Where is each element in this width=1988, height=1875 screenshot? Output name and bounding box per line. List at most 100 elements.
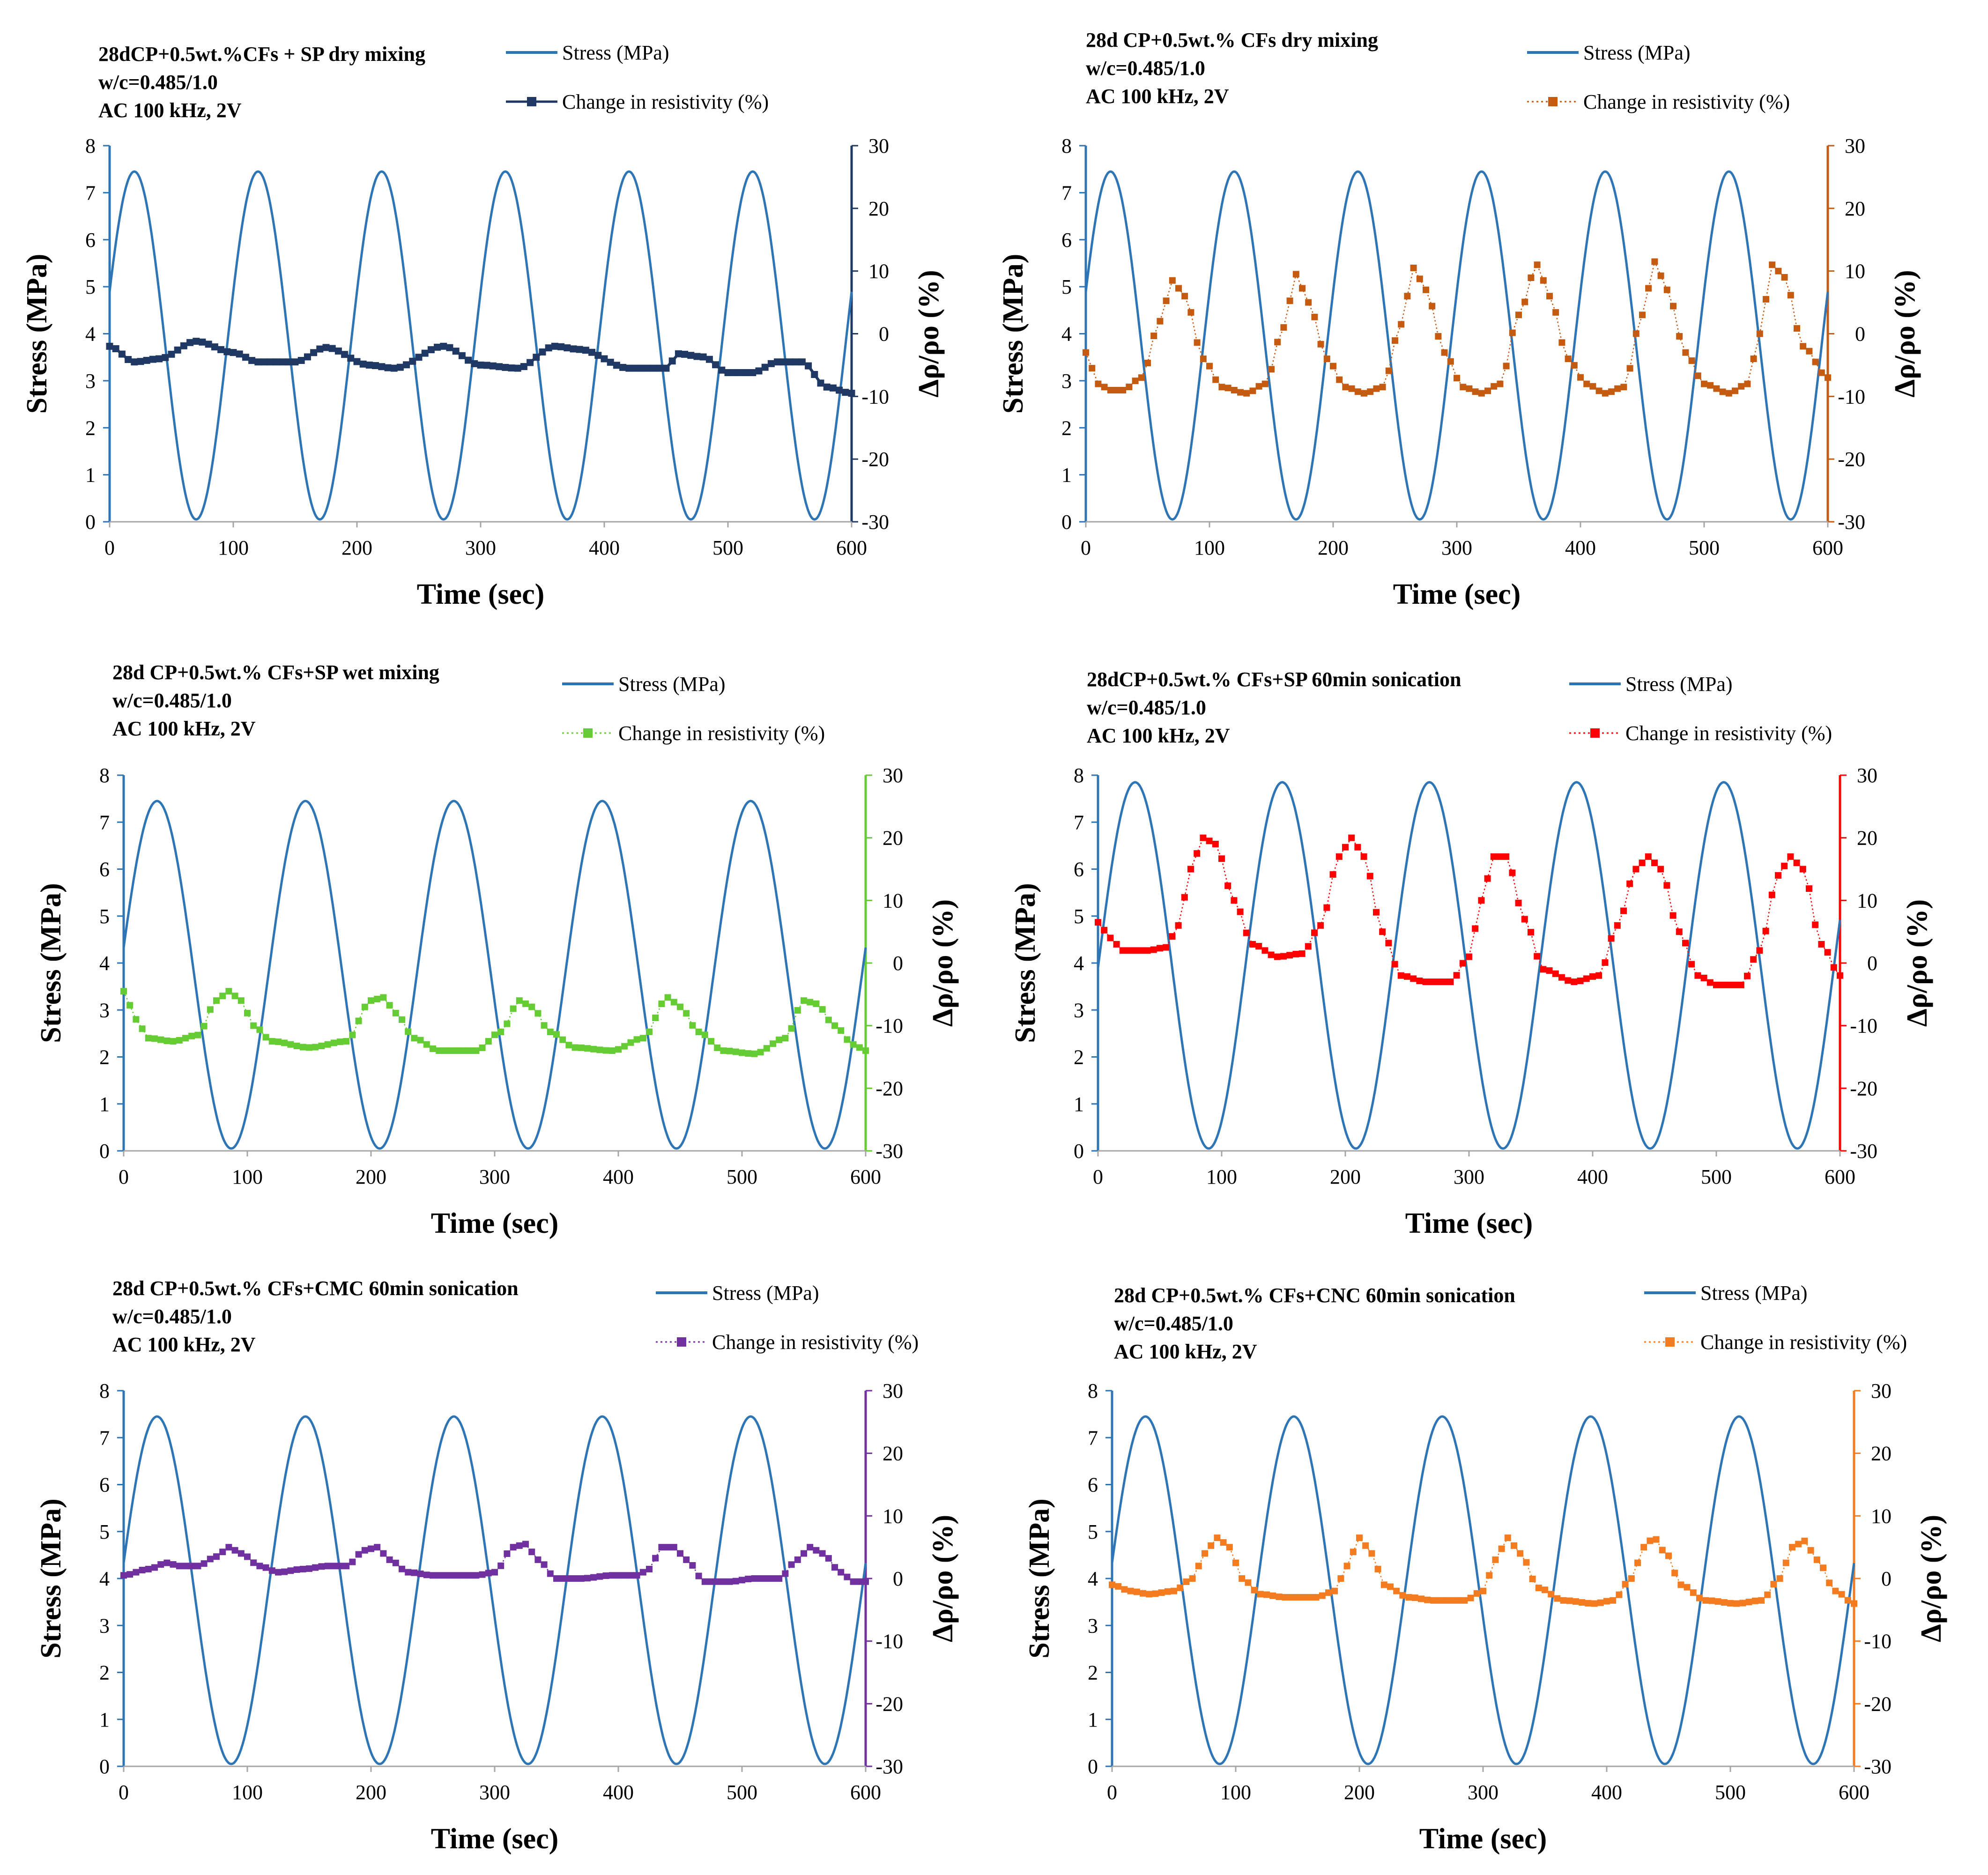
resistivity-point [1239, 1575, 1246, 1582]
resistivity-point [396, 363, 404, 371]
resistivity-point [497, 1562, 504, 1569]
resistivity-point [1739, 1600, 1746, 1607]
resistivity-point [1614, 385, 1621, 392]
resistivity-point [1807, 1547, 1814, 1554]
resistivity-point [1113, 941, 1120, 948]
resistivity-point [1677, 1581, 1684, 1588]
resistivity-point [1540, 966, 1547, 973]
y-tick-label: 8 [1088, 1379, 1098, 1402]
resistivity-point [819, 1006, 826, 1013]
resistivity-point [1565, 977, 1572, 984]
resistivity-point [281, 1568, 288, 1575]
resistivity-point [151, 1035, 158, 1042]
resistivity-point [571, 1575, 579, 1582]
resistivity-point [813, 1547, 820, 1554]
resistivity-point [1497, 380, 1504, 387]
resistivity-point [1214, 1534, 1221, 1542]
resistivity-point [788, 1561, 795, 1568]
resistivity-point [250, 1022, 257, 1029]
resistivity-point [491, 1569, 498, 1576]
resistivity-point [368, 997, 374, 1004]
resistivity-point [1721, 1599, 1728, 1606]
resistivity-point [126, 1002, 134, 1009]
resistivity-point [1306, 1594, 1313, 1601]
resistivity-point [1224, 882, 1231, 889]
resistivity-point [670, 1544, 677, 1551]
resistivity-point [1478, 897, 1485, 904]
legend-resistivity-label: Change in resistivity (%) [1583, 90, 1790, 113]
resistivity-point [1744, 380, 1751, 387]
resistivity-point [1274, 339, 1281, 346]
resistivity-point [118, 350, 126, 358]
y-tick-label: 0 [1088, 1755, 1098, 1778]
resistivity-point [767, 360, 775, 367]
resistivity-point [1158, 1589, 1165, 1596]
resistivity-point [1542, 1586, 1548, 1593]
resistivity-point [689, 1022, 696, 1029]
resistivity-point [825, 1016, 832, 1023]
resistivity-point [133, 1016, 140, 1023]
resistivity-point [225, 988, 232, 995]
chart-title-line: w/c=0.485/1.0 [1086, 57, 1205, 80]
resistivity-point [1552, 970, 1559, 977]
y-tick-label: 7 [99, 1426, 110, 1449]
resistivity-point [557, 343, 565, 350]
resistivity-point [831, 1022, 838, 1029]
resistivity-point [590, 1045, 597, 1052]
resistivity-point [405, 1028, 412, 1035]
legend-resistivity-label: Change in resistivity (%) [712, 1331, 919, 1354]
resistivity-point [1552, 309, 1559, 316]
resistivity-point [1467, 1594, 1474, 1601]
resistivity-point [287, 1041, 294, 1048]
resistivity-point [1374, 1565, 1381, 1572]
resistivity-point [553, 1031, 560, 1038]
chart-title-line: AC 100 kHz, 2V [1114, 1340, 1257, 1363]
resistivity-point [1484, 387, 1491, 394]
y2-axis-label: Δρ/ρo (%) [1901, 899, 1933, 1027]
y2-tick-label: 10 [1857, 889, 1877, 912]
resistivity-point [477, 361, 484, 369]
resistivity-point [485, 1570, 492, 1577]
y2-tick-label: 20 [1857, 827, 1877, 850]
y-tick-label: 8 [1074, 764, 1084, 787]
resistivity-point [1610, 1597, 1617, 1604]
resistivity-point [1404, 973, 1410, 980]
y2-tick-label: 0 [879, 323, 889, 346]
resistivity-point [1361, 390, 1367, 397]
resistivity-point [1366, 873, 1373, 880]
resistivity-point [312, 1564, 319, 1571]
y2-tick-label: 20 [883, 827, 903, 850]
resistivity-point [411, 1035, 418, 1042]
resistivity-point [1317, 341, 1324, 348]
resistivity-point [1744, 972, 1751, 979]
resistivity-point [1820, 1564, 1826, 1571]
resistivity-point [522, 1000, 529, 1007]
resistivity-point [285, 358, 293, 366]
y2-tick-label: -10 [875, 1630, 903, 1653]
resistivity-point [1218, 855, 1225, 862]
resistivity-point [1120, 387, 1127, 393]
resistivity-point [1515, 899, 1522, 906]
resistivity-point [1245, 1579, 1252, 1586]
chart-title-line: AC 100 kHz, 2V [98, 99, 242, 122]
resistivity-point [139, 1025, 146, 1032]
resistivity-point [1589, 383, 1596, 390]
resistivity-point [318, 1043, 325, 1049]
resistivity-point [170, 1561, 177, 1568]
resistivity-point [1175, 922, 1182, 929]
x-tick-label: 200 [1318, 536, 1349, 559]
resistivity-point [1276, 1593, 1283, 1601]
resistivity-point [479, 1571, 486, 1578]
resistivity-point [1626, 880, 1633, 887]
resistivity-point [131, 358, 138, 366]
resistivity-point [720, 1578, 727, 1585]
resistivity-point [739, 1577, 745, 1584]
resistivity-point [1818, 941, 1825, 948]
resistivity-point [1616, 1591, 1623, 1598]
resistivity-point [656, 364, 664, 372]
resistivity-point [106, 342, 113, 350]
resistivity-point [310, 349, 318, 356]
resistivity-point [143, 356, 150, 364]
resistivity-point [652, 1015, 659, 1021]
resistivity-point [324, 1041, 331, 1048]
